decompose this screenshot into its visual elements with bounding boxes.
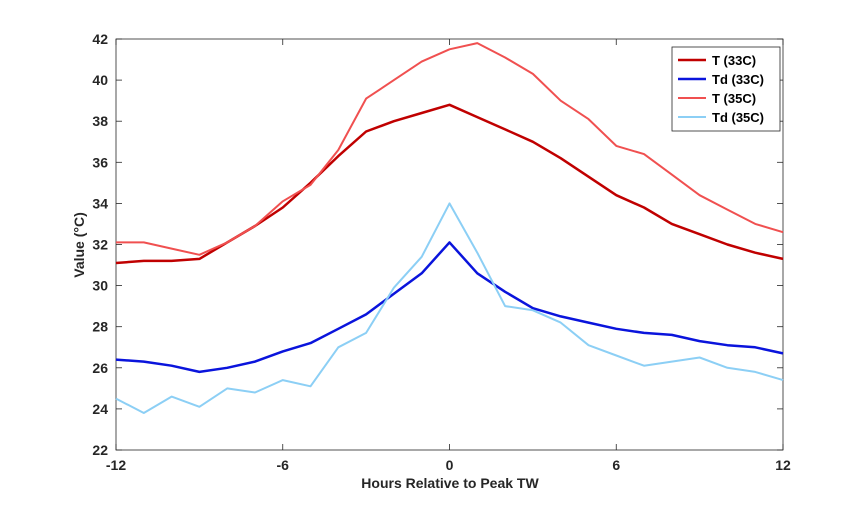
y-tick-label: 22	[92, 442, 108, 458]
legend: T (33C) Td (33C) T (35C) Td (35C)	[671, 46, 781, 132]
legend-label: Td (33C)	[712, 72, 764, 87]
y-tick-label: 38	[92, 113, 108, 129]
series-lines	[115, 42, 784, 414]
legend-label: T (35C)	[712, 91, 756, 106]
y-axis-label: Value (°C)	[71, 212, 87, 278]
y-tick-label: 32	[92, 237, 108, 253]
legend-label: Td (35C)	[712, 110, 764, 125]
y-tick-label: 30	[92, 278, 108, 294]
x-tick-label: 12	[775, 457, 791, 473]
y-tick-label: 36	[92, 154, 108, 170]
x-axis-label: Hours Relative to Peak TW	[361, 475, 539, 491]
series-line-2	[115, 241, 784, 374]
y-tick-label: 28	[92, 319, 108, 335]
y-tick-label: 40	[92, 72, 108, 88]
x-tick-label: 6	[612, 457, 620, 473]
x-tick-label: -6	[277, 457, 290, 473]
series-line-3	[116, 42, 784, 256]
series-line-4	[115, 202, 784, 414]
axis-ticks: 22 24 26 28 30 32 34 36 38 40 42 -12 -6 0 6 12	[92, 31, 791, 473]
legend-label: T (33C)	[712, 53, 756, 68]
y-tick-label: 24	[92, 401, 108, 417]
y-tick-label: 42	[92, 31, 108, 47]
x-tick-label: 0	[446, 457, 454, 473]
y-tick-label: 34	[92, 195, 108, 211]
y-tick-label: 26	[92, 360, 108, 376]
x-tick-label: -12	[106, 457, 126, 473]
